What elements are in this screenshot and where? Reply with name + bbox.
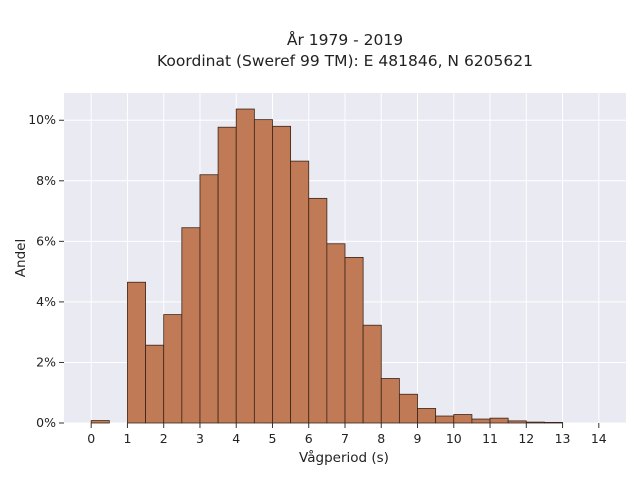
y-tick-label: 10% (28, 112, 56, 127)
y-tick-label: 4% (36, 294, 56, 309)
x-tick-label: 7 (341, 431, 349, 446)
histogram-bar (290, 160, 310, 424)
histogram-bar (127, 281, 146, 424)
histogram-bar (308, 197, 328, 424)
histogram-bar (507, 420, 527, 424)
x-tick-label: 3 (196, 431, 204, 446)
x-tick-label: 4 (232, 431, 240, 446)
x-tick-label: 0 (87, 431, 95, 446)
histogram-bar (417, 408, 437, 424)
bars (90, 108, 563, 424)
histogram-bar (471, 418, 491, 424)
x-tick-label: 8 (377, 431, 385, 446)
histogram-bar (544, 421, 563, 424)
x-tick-label: 12 (518, 431, 534, 446)
y-tick-label: 2% (36, 354, 56, 369)
chart-title-line-1: År 1979 - 2019 (287, 30, 403, 49)
y-tick-label: 0% (36, 415, 56, 430)
histogram-bar (380, 378, 400, 424)
histogram-bar (199, 174, 219, 424)
histogram-bar (181, 227, 201, 424)
histogram-bar (398, 393, 418, 424)
histogram-bar (217, 126, 237, 424)
chart-title-line-2: Koordinat (Sweref 99 TM): E 481846, N 62… (157, 52, 533, 70)
x-tick-label: 11 (482, 431, 498, 446)
y-tick-label: 8% (36, 173, 56, 188)
histogram-bar (235, 108, 255, 424)
histogram-bar (326, 243, 346, 424)
x-tick-label: 10 (446, 431, 462, 446)
x-tick-label: 1 (123, 431, 131, 446)
x-tick-label: 5 (269, 431, 277, 446)
x-tick-label: 2 (160, 431, 168, 446)
histogram-bar (344, 256, 364, 424)
histogram-bar (453, 414, 473, 424)
histogram-bar (90, 420, 110, 424)
histogram-bar (525, 421, 545, 424)
histogram-bar (163, 314, 183, 424)
grid-lines (64, 93, 626, 424)
x-tick-label: 14 (591, 431, 607, 446)
y-axis-ticks: 0% 2% 4% 6% 8% 10% (28, 112, 64, 430)
histogram-bar (272, 125, 292, 424)
x-tick-label: 9 (414, 431, 422, 446)
x-axis-ticks: 0 1 2 3 4 5 6 7 8 9 10 11 12 13 14 (87, 423, 607, 446)
y-tick-label: 6% (36, 233, 56, 248)
histogram-bar (489, 417, 509, 424)
y-axis-label: Andel (13, 239, 29, 277)
x-tick-label: 6 (305, 431, 313, 446)
histogram-bar (435, 415, 455, 424)
histogram-bar (253, 119, 273, 424)
x-tick-label: 13 (555, 431, 571, 446)
x-axis-label: Vågperiod (s) (299, 449, 389, 466)
histogram-bar (145, 344, 165, 424)
histogram-bar (362, 324, 382, 424)
